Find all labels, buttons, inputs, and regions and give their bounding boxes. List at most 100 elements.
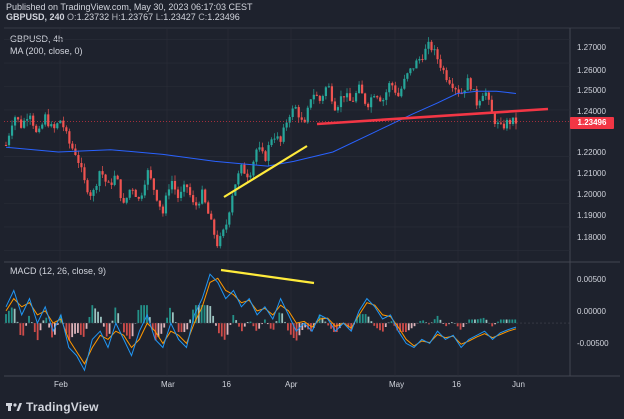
histogram-bar (292, 323, 295, 338)
histogram-bar (275, 321, 278, 324)
candle-body (62, 120, 65, 128)
time-tick: Apr (285, 380, 298, 389)
chart-symbol-legend[interactable]: GBPUSD, 4h (10, 34, 64, 44)
histogram-bar (243, 323, 246, 327)
trendline-red-resistance[interactable] (316, 107, 549, 126)
histogram-bar (272, 323, 275, 330)
candle-body (511, 117, 515, 124)
candle-body (219, 236, 222, 247)
price-tick: 1.19000 (577, 211, 606, 220)
candle-body (463, 90, 466, 94)
histogram-bar (491, 323, 494, 327)
publish-info: Published on TradingView.com, May 30, 20… (6, 2, 253, 12)
candle-body (481, 95, 484, 102)
candle-body (140, 195, 143, 199)
histogram-bar (468, 319, 471, 324)
candle-body (318, 95, 321, 101)
histogram-bar (220, 323, 223, 337)
candle-body (213, 219, 216, 235)
candle-body (182, 184, 186, 192)
tradingview-branding[interactable]: TradingView (6, 398, 99, 416)
close-label: C: (198, 12, 208, 22)
candle-body (312, 94, 315, 100)
candle-body (98, 171, 101, 186)
candle-body (267, 145, 270, 161)
low-value: 1.23427 (163, 12, 196, 22)
histogram-bar (436, 315, 439, 324)
candle-body (472, 89, 475, 91)
histogram-bar (335, 323, 338, 333)
histogram-bar (430, 322, 433, 324)
candle-body (152, 178, 155, 190)
time-tick: Feb (54, 380, 68, 389)
trendline-yellow-price[interactable] (223, 145, 308, 198)
histogram-bar (7, 310, 10, 324)
histogram-bar (223, 323, 226, 340)
histogram-bar (56, 323, 59, 325)
ma-indicator-legend[interactable]: MA (200, close, 0) (10, 46, 83, 56)
histogram-bar (51, 323, 53, 338)
histogram-bar (252, 323, 255, 327)
histogram-bar (79, 323, 82, 335)
price-tick: 1.25000 (577, 86, 606, 95)
histogram-bar (148, 317, 151, 324)
candle-body (324, 87, 327, 97)
histogram-bar (399, 323, 402, 333)
candle-body (475, 89, 478, 106)
histogram-bar (327, 323, 330, 326)
candle-body (68, 131, 71, 144)
histogram-bar (258, 323, 261, 329)
histogram-bar (36, 323, 39, 341)
trendline-yellow-macd[interactable] (220, 268, 315, 285)
tradingview-logo-icon (6, 403, 22, 411)
histogram-bar (304, 323, 307, 328)
histogram-bar (367, 316, 370, 324)
candle-body (249, 175, 252, 178)
histogram-bar (125, 323, 128, 336)
macd-line[interactable] (5, 273, 517, 372)
price-tick: 1.27000 (577, 43, 606, 52)
candle-body (201, 189, 204, 204)
close-value: 1.23496 (207, 12, 240, 22)
candle-body (222, 229, 225, 237)
candle-body (373, 96, 376, 98)
candle-body (345, 93, 349, 98)
candle-body (255, 149, 258, 162)
ma-200-line[interactable] (5, 90, 517, 167)
candle-body (357, 84, 361, 94)
histogram-bar (226, 323, 229, 335)
candle-body (367, 103, 370, 108)
histogram-bar (186, 323, 189, 330)
histogram-bar (128, 323, 131, 339)
candle-body (309, 99, 312, 108)
histogram-bar (94, 308, 97, 324)
candle-body (321, 96, 324, 101)
candle-body (279, 136, 282, 142)
candle-body (77, 155, 80, 163)
price-tick: 1.20000 (577, 190, 606, 199)
candle-body (167, 189, 171, 196)
histogram-bar (238, 323, 240, 327)
candle-body (176, 189, 180, 198)
macd-indicator-legend[interactable]: MACD (12, 26, close, 9) (10, 266, 107, 276)
histogram-bar (445, 323, 448, 327)
histogram-bar (140, 305, 143, 324)
time-tick: Mar (161, 380, 175, 389)
publish-header: Published on TradingView.com, May 30, 20… (6, 2, 253, 22)
candle-body (303, 119, 306, 123)
candle-body (158, 200, 162, 207)
candle-body (134, 189, 137, 198)
macd-signal-line[interactable] (5, 277, 517, 365)
candle-body (469, 78, 472, 90)
candle-body (23, 120, 26, 128)
histogram-bar (22, 323, 25, 336)
macd-tick: -0.00500 (577, 339, 609, 348)
candle-body (164, 195, 168, 214)
symbol-interval: GBPUSD, 240 (6, 12, 65, 22)
histogram-bar (476, 319, 479, 324)
histogram-bar (249, 321, 252, 324)
histogram-bar (433, 319, 436, 324)
histogram-bar (183, 323, 186, 333)
histogram-bar (407, 323, 410, 331)
